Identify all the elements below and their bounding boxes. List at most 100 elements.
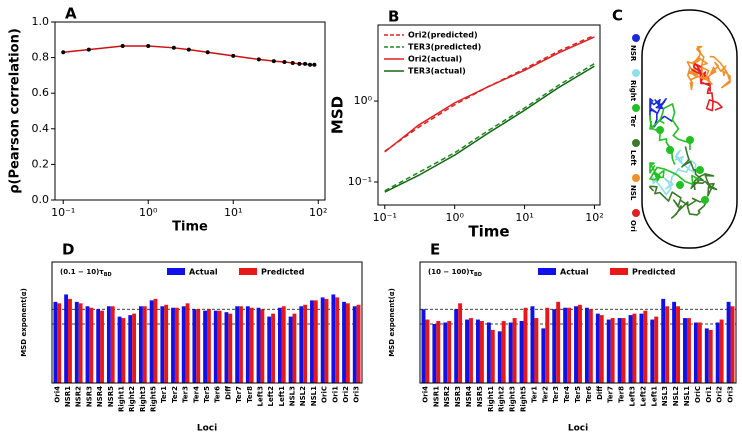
line: [384, 62, 595, 192]
line: [384, 65, 595, 193]
bar: [665, 306, 670, 383]
x-tick-label: NSR2: [443, 386, 451, 407]
bar: [128, 315, 133, 383]
bar: [578, 304, 582, 383]
bar: [432, 323, 437, 383]
bar: [288, 316, 293, 383]
x-tick-label: Left2: [267, 386, 275, 407]
y-tick-label: 10⁰: [354, 94, 373, 107]
bar: [217, 310, 222, 383]
bar: [588, 309, 593, 383]
bar: [149, 300, 154, 383]
bar: [563, 307, 568, 383]
bar: [303, 304, 308, 383]
bar: [203, 310, 207, 383]
bar: [181, 306, 186, 383]
bar: [606, 319, 611, 383]
y-axis-label: MSD exponent(α): [20, 288, 28, 357]
x-tick-label: NSR4: [96, 386, 104, 407]
bar: [490, 329, 495, 383]
bead: [701, 196, 709, 204]
bar: [281, 306, 286, 383]
bar: [704, 328, 709, 383]
x-tick-label: Ter5: [203, 386, 211, 403]
legend-label: Predicted: [632, 268, 676, 277]
bar: [207, 309, 211, 383]
x-tick-label: NSL1: [683, 386, 691, 406]
x-tick-label: Ori4: [421, 386, 429, 403]
legend-label: Ter: [629, 115, 637, 128]
legend-label: NSL: [629, 185, 637, 201]
marker: [231, 53, 236, 58]
bar: [164, 304, 169, 383]
bar: [465, 319, 470, 383]
x-tick-label: Right2: [498, 386, 506, 412]
x-tick-label: Left1: [278, 386, 286, 407]
marker: [120, 44, 125, 49]
y-tick-label: 0.2: [32, 157, 50, 170]
x-tick-label: NSL1: [310, 386, 318, 406]
bar: [501, 321, 506, 383]
x-axis-label: Time: [468, 223, 509, 241]
annotation-main: (10 − 100)τ: [428, 268, 474, 276]
x-tick-label: NSR1: [432, 386, 440, 407]
axes-frame: [51, 261, 363, 384]
structure: [649, 45, 731, 219]
bar: [425, 319, 430, 383]
bar: [139, 306, 143, 383]
bar: [85, 306, 90, 383]
x-tick-label: Ter8: [246, 386, 254, 403]
bar: [697, 322, 702, 383]
x-tick-label: NSR4: [465, 386, 473, 407]
legend-label: Left: [629, 150, 637, 166]
legend-swatch: [167, 268, 185, 275]
bar: [106, 306, 111, 383]
bead: [686, 136, 694, 144]
y-tick-label: 10⁻¹: [348, 175, 372, 188]
axes-frame: [419, 261, 737, 384]
bar: [628, 315, 633, 383]
bar: [497, 331, 502, 383]
marker: [256, 57, 261, 62]
bar: [567, 307, 572, 383]
x-tick-label: OriC: [321, 386, 329, 403]
x-tick-label: Ori2: [716, 386, 724, 403]
bar: [574, 306, 578, 383]
bar: [292, 313, 297, 383]
bar: [196, 309, 201, 383]
bar: [78, 303, 83, 383]
bar: [320, 297, 325, 383]
x-tick-label: NSR1: [64, 386, 72, 407]
x-tick-label: Ter5: [574, 386, 582, 403]
bar: [153, 298, 158, 383]
x-tick-label: 10²: [309, 206, 327, 219]
x-tick-label: Ter7: [607, 386, 615, 403]
legend-dot: [632, 34, 640, 42]
bar: [683, 318, 687, 383]
marker: [171, 45, 176, 50]
bar: [110, 306, 115, 383]
legend-label: Right: [629, 80, 637, 102]
bar: [595, 313, 600, 383]
bar: [541, 328, 546, 383]
marker: [308, 62, 313, 67]
bar: [260, 309, 265, 383]
y-tick-label: 0.6: [32, 86, 50, 99]
x-tick-label: Ter8: [618, 386, 626, 403]
panel-label: B: [388, 8, 399, 26]
bar: [715, 322, 720, 383]
marker: [205, 50, 210, 55]
x-tick-label: 10⁰: [139, 206, 158, 219]
legend-label: TER3(predicted): [408, 43, 481, 52]
bar: [249, 307, 254, 383]
x-tick-label: OriC: [694, 386, 702, 403]
bar: [352, 306, 357, 383]
x-tick-label: Ori2: [342, 386, 350, 403]
legend-swatch: [610, 268, 628, 275]
bar: [643, 310, 648, 383]
chain: [681, 146, 718, 197]
line: [384, 34, 595, 152]
bar: [271, 313, 275, 383]
x-tick-label: Right1: [487, 386, 495, 412]
x-tick-label: Left1: [650, 386, 658, 407]
